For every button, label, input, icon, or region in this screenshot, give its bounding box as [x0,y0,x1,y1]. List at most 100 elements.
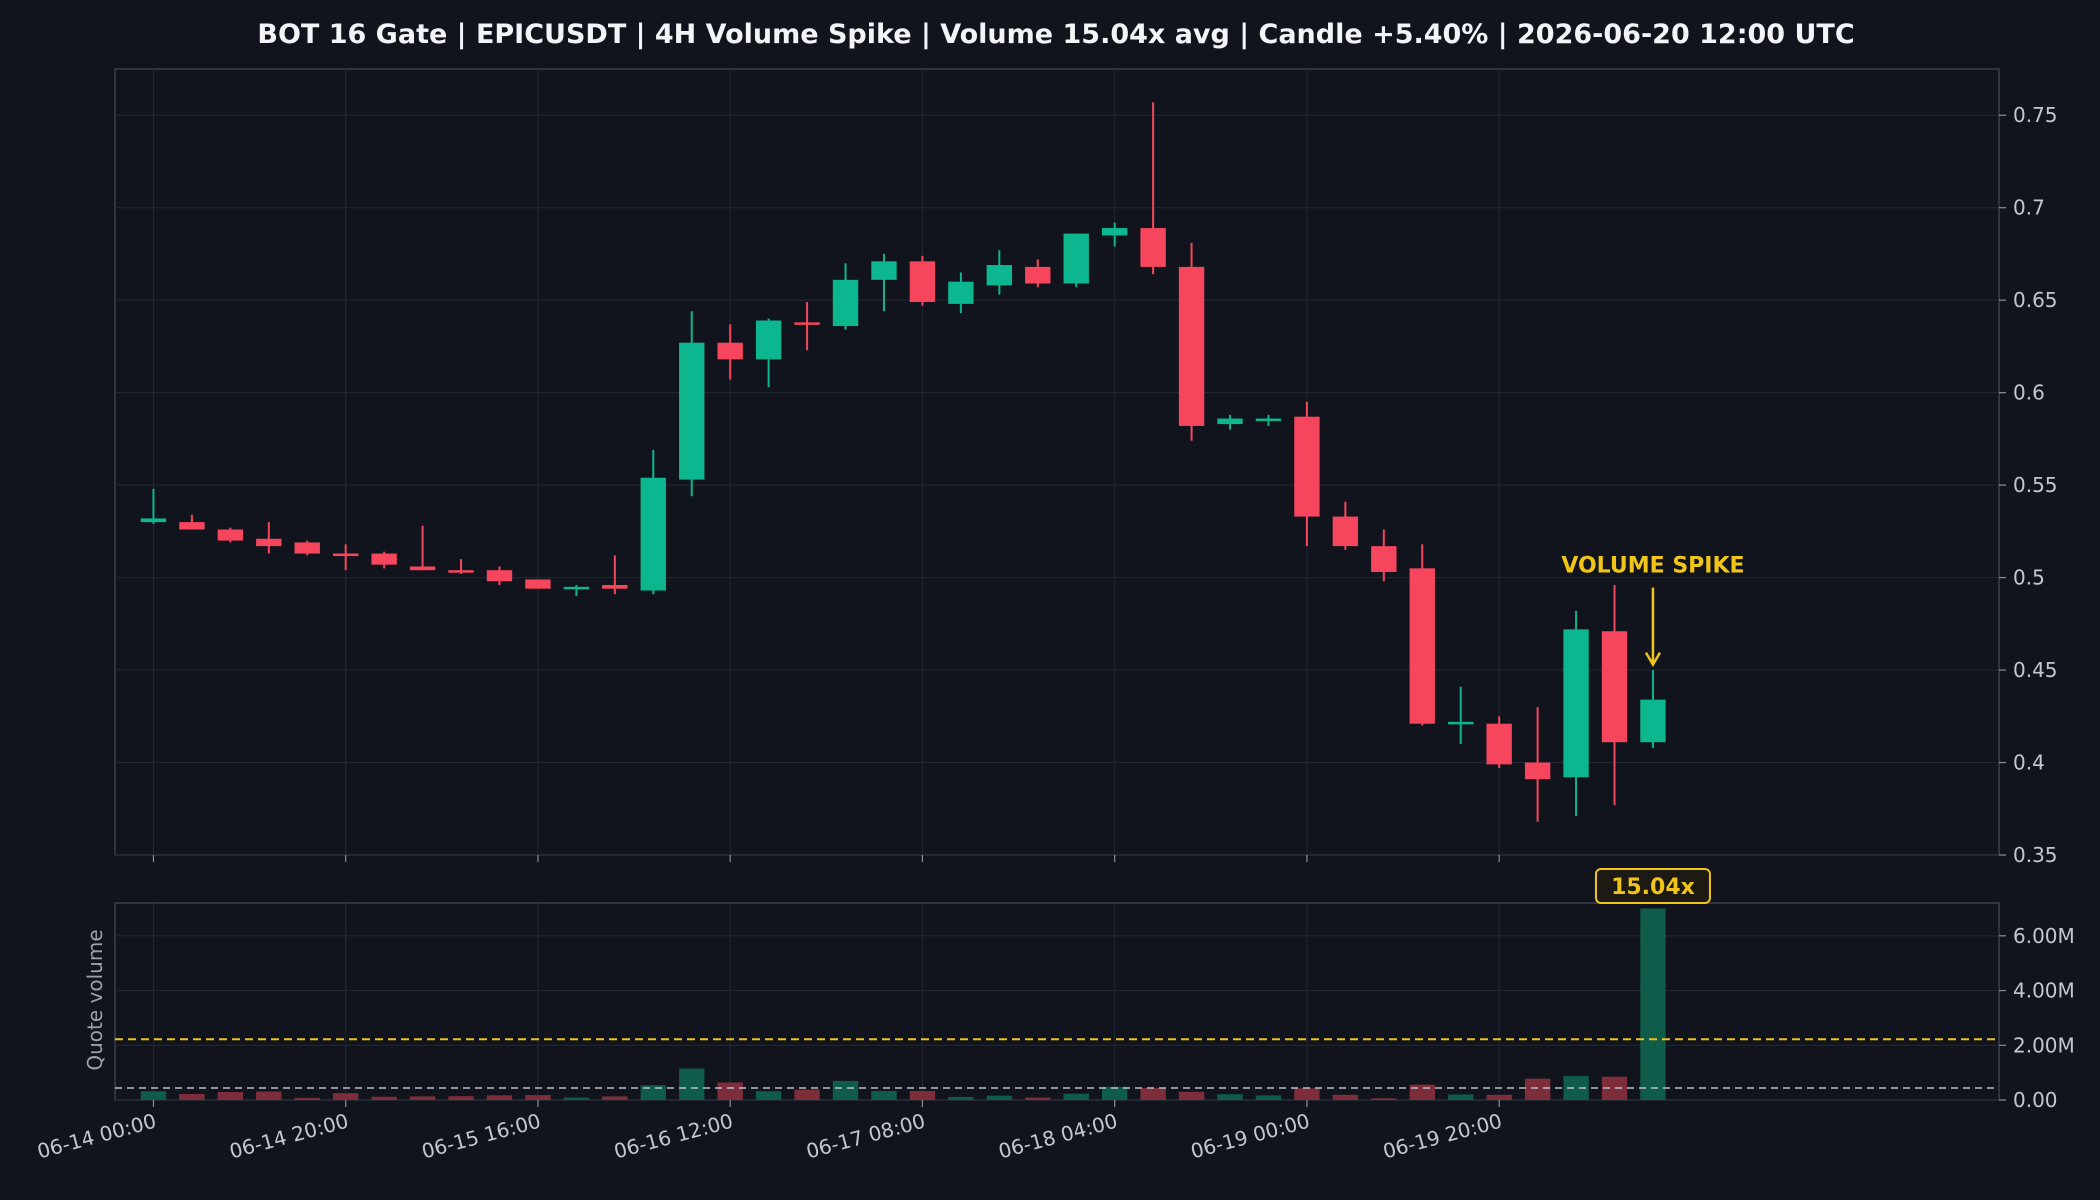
x-tick-label: 06-14 00:00 [35,1109,159,1164]
volume-bar [409,1096,436,1100]
volume-bar [1025,1097,1051,1100]
candle-body-down [1178,266,1205,426]
volume-tick-label: 6.00M [2013,924,2075,948]
volume-bar [755,1091,782,1100]
x-tick-label: 06-17 08:00 [804,1109,928,1164]
candle-body-up [1255,418,1282,422]
volume-bar [1332,1094,1359,1100]
candle-body-down [179,522,205,530]
candle-body-up [948,281,974,304]
volume-panel: 0.00 2.00M 4.00M 6.00M 06-14 00:00 06-14 20:0… [35,868,2075,1164]
volume-bar [832,1080,859,1100]
price-tick-label: 0.45 [2013,658,2058,682]
candle-body-down [717,342,743,360]
candle-body-down [217,529,244,541]
volume-bar [640,1085,666,1100]
volume-bar [679,1068,705,1100]
candle-body-up [871,261,897,280]
candle-body-down [1294,416,1320,517]
x-tick-label: 06-19 20:00 [1380,1109,1504,1164]
volume-bar [1371,1098,1397,1100]
candle-body-down [525,579,551,589]
candle-body-down [333,553,359,557]
candle-body-down [1025,266,1051,284]
candle-body-up [679,342,705,480]
candle-body-up [140,518,167,523]
volume-bar [294,1097,320,1100]
volume-tick-label: 2.00M [2013,1033,2075,1057]
volume-bar [486,1095,513,1100]
volume-bar [563,1097,590,1100]
price-tick-label: 0.6 [2013,381,2045,405]
candle-body-down [1332,516,1359,547]
volume-bar [1601,1076,1628,1100]
volume-bar [1140,1087,1166,1100]
volume-bar [1217,1094,1243,1100]
candle-body-up [1448,721,1474,725]
candle-body-down [1601,631,1628,743]
x-tick-label: 06-16 12:00 [611,1109,735,1164]
volume-bar [217,1092,244,1100]
candle-body-up [1563,629,1589,778]
volume-spike-label: VOLUME SPIKE [1561,554,1744,579]
volume-bar [1101,1086,1128,1100]
spike-arrow-head [1644,651,1662,668]
volume-axis-label: Quote volume [83,929,107,1070]
candle-body-down [602,584,628,589]
candle-body-down [1409,568,1435,724]
x-tick-label: 06-19 00:00 [1188,1109,1312,1164]
volume-bar [448,1096,474,1100]
candle-body-up [640,477,666,591]
volume-bar [717,1082,743,1100]
x-tick-label: 06-15 16:00 [419,1109,543,1164]
volume-bar [1063,1093,1089,1100]
candle-body-down [794,322,820,325]
candle-body-up [1217,418,1243,425]
price-tick-label: 0.75 [2013,103,2058,127]
candle-body-down [1486,723,1512,765]
chart-title: BOT 16 Gate | EPICUSDT | 4H Volume Spike… [257,19,1854,50]
volume-bar [602,1096,628,1100]
volume-bar [1255,1095,1282,1100]
volume-bar [986,1095,1013,1100]
candle-body-up [1640,699,1666,743]
candle-body-up [755,320,782,360]
volume-bar [140,1091,167,1100]
candle-body-down [371,553,397,565]
candle-body-up [986,265,1013,286]
x-tick-label: 06-14 20:00 [227,1109,351,1164]
candle-body-down [448,570,474,573]
volume-tick-label: 0.00 [2013,1088,2058,1112]
volume-bar [1409,1084,1435,1100]
candle-body-down [409,566,436,571]
volume-bar [1640,908,1666,1100]
price-tick-label: 0.7 [2013,196,2045,220]
price-tick-label: 0.4 [2013,751,2045,775]
volume-bar [179,1093,205,1100]
price-tick-label: 0.5 [2013,566,2045,590]
price-plot-area [114,68,2000,856]
price-tick-label: 0.35 [2013,843,2058,867]
volume-bar [1486,1094,1512,1100]
candle-body-down [1371,546,1397,573]
candle-body-down [256,538,282,547]
volume-bar [1178,1091,1205,1100]
volume-bar [948,1096,974,1100]
candle-body-down [909,261,936,303]
volume-bar [794,1089,820,1100]
ratio-badge-label: 15.04x [1611,875,1695,900]
volume-plot-area [114,902,2000,1101]
price-panel: 0.35 0.4 0.45 0.5 0.55 0.6 0.65 0.7 0.75 VOLUME S… [114,68,2058,867]
volume-tick-label: 4.00M [2013,979,2075,1003]
ratio-badge [1594,868,1711,904]
candle-body-down [1140,228,1166,267]
candle-body-down [1524,762,1551,780]
price-tick-label: 0.65 [2013,288,2058,312]
volume-bar [256,1091,282,1100]
candle-body-down [486,570,513,582]
volume-bar [1448,1094,1474,1100]
volume-bar [871,1090,897,1100]
candle-body-up [563,586,590,590]
volume-bar [333,1093,359,1100]
